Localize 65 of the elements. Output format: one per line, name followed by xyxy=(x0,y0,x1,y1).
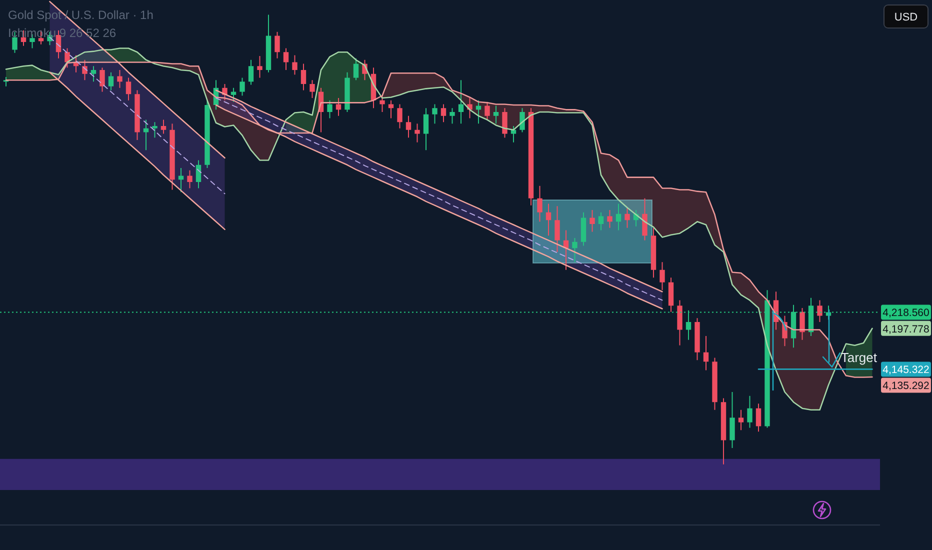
candlestick xyxy=(248,59,254,86)
candlestick xyxy=(300,63,306,91)
candlestick xyxy=(484,101,490,120)
candlestick xyxy=(642,198,648,241)
candlestick xyxy=(554,206,560,252)
y-tick-label: 4,145.322 xyxy=(882,364,930,376)
candlestick xyxy=(537,185,542,222)
candlestick xyxy=(572,238,578,263)
candlestick xyxy=(64,48,70,68)
candlestick xyxy=(406,115,412,138)
candlestick xyxy=(196,160,202,189)
candlestick xyxy=(738,409,744,431)
candlestick xyxy=(100,67,105,92)
candlestick xyxy=(817,300,822,322)
candlestick xyxy=(590,210,595,232)
candlestick xyxy=(730,392,735,448)
candlestick xyxy=(747,395,752,428)
candlestick xyxy=(310,80,315,98)
candlestick xyxy=(292,54,298,76)
candlestick xyxy=(800,308,805,340)
candlestick xyxy=(152,122,158,138)
candlestick xyxy=(160,119,166,134)
candlestick xyxy=(117,70,122,88)
candlestick xyxy=(274,31,280,59)
candlestick xyxy=(660,262,665,291)
candlestick xyxy=(108,72,114,91)
candlestick xyxy=(520,108,525,133)
candlestick xyxy=(82,59,88,81)
candlestick xyxy=(327,100,332,119)
candlestick xyxy=(510,126,516,143)
y-axis-title: USD xyxy=(894,12,918,24)
candlestick xyxy=(414,123,420,143)
candlestick xyxy=(458,80,464,124)
currency-button: USD xyxy=(884,4,928,28)
candlestick xyxy=(432,104,438,124)
candlestick xyxy=(546,203,552,236)
candlestick xyxy=(703,336,709,371)
candlestick xyxy=(126,77,132,101)
candlestick xyxy=(187,170,192,189)
y-tick-label: 4,218.560 xyxy=(882,307,930,320)
candlestick xyxy=(423,108,429,151)
candlestick xyxy=(607,210,612,228)
data-label: 4,135.292 xyxy=(882,380,930,392)
candlestick xyxy=(230,87,236,102)
candlestick xyxy=(380,95,385,112)
candlestick xyxy=(668,277,674,312)
candlestick xyxy=(388,100,394,119)
candlestick xyxy=(336,98,342,116)
candlestick xyxy=(598,212,604,231)
candlestick xyxy=(756,403,762,432)
candlestick xyxy=(493,105,499,124)
candlestick xyxy=(616,203,622,231)
candlestick xyxy=(90,66,96,82)
candlestick xyxy=(257,56,262,78)
annotation: Target xyxy=(840,350,878,366)
candlestick xyxy=(283,48,289,70)
candlestick xyxy=(624,207,630,228)
candlestick xyxy=(502,108,508,138)
candlestick xyxy=(240,77,245,96)
candlestick xyxy=(397,104,402,129)
candlestick xyxy=(353,58,359,81)
candlestick xyxy=(440,104,446,123)
line-series xyxy=(49,72,226,230)
y-tick-label: 4,197.778 xyxy=(882,323,930,336)
candlestick xyxy=(450,108,455,124)
